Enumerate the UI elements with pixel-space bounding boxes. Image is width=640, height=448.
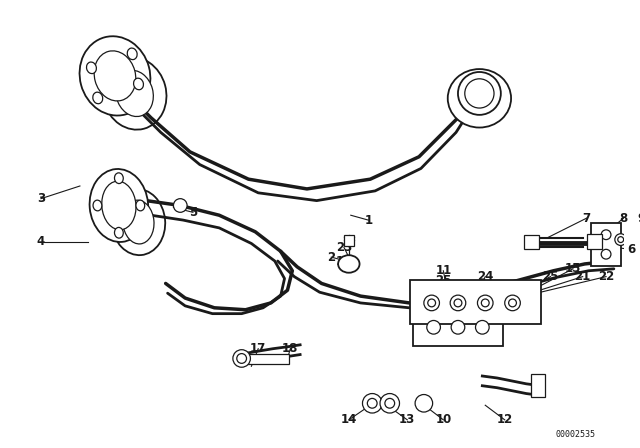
FancyBboxPatch shape bbox=[413, 309, 503, 346]
Ellipse shape bbox=[79, 36, 150, 116]
Text: 24: 24 bbox=[477, 270, 493, 283]
Text: 15: 15 bbox=[564, 263, 581, 276]
Circle shape bbox=[458, 72, 501, 115]
FancyBboxPatch shape bbox=[524, 235, 539, 250]
Circle shape bbox=[615, 234, 627, 246]
Circle shape bbox=[380, 393, 399, 413]
Circle shape bbox=[509, 299, 516, 307]
Circle shape bbox=[465, 79, 494, 108]
FancyBboxPatch shape bbox=[344, 235, 354, 246]
Text: 11: 11 bbox=[435, 264, 451, 277]
Ellipse shape bbox=[115, 228, 124, 238]
Ellipse shape bbox=[116, 70, 154, 116]
Circle shape bbox=[424, 295, 440, 311]
FancyBboxPatch shape bbox=[531, 374, 545, 397]
FancyBboxPatch shape bbox=[246, 353, 289, 364]
Text: 7: 7 bbox=[582, 211, 591, 224]
Ellipse shape bbox=[93, 200, 102, 211]
Circle shape bbox=[428, 299, 436, 307]
Text: 17: 17 bbox=[250, 342, 266, 355]
Ellipse shape bbox=[102, 181, 136, 230]
Text: 3: 3 bbox=[37, 192, 45, 205]
Ellipse shape bbox=[102, 57, 166, 129]
Ellipse shape bbox=[134, 78, 143, 90]
Circle shape bbox=[233, 350, 250, 367]
Text: 14: 14 bbox=[340, 414, 357, 426]
Circle shape bbox=[415, 395, 433, 412]
FancyBboxPatch shape bbox=[410, 280, 541, 324]
Text: 18: 18 bbox=[282, 342, 298, 355]
Ellipse shape bbox=[115, 173, 124, 184]
Ellipse shape bbox=[86, 62, 97, 73]
Text: 4: 4 bbox=[36, 235, 45, 248]
Text: 6: 6 bbox=[627, 243, 636, 256]
Circle shape bbox=[477, 295, 493, 311]
Ellipse shape bbox=[111, 189, 165, 255]
Ellipse shape bbox=[136, 200, 145, 211]
Text: 8: 8 bbox=[620, 211, 628, 224]
Circle shape bbox=[481, 299, 489, 307]
Circle shape bbox=[451, 320, 465, 334]
Circle shape bbox=[476, 320, 489, 334]
FancyBboxPatch shape bbox=[587, 234, 602, 250]
Text: 25: 25 bbox=[435, 274, 452, 287]
Text: 22: 22 bbox=[598, 270, 614, 283]
Circle shape bbox=[601, 250, 611, 259]
Text: 2: 2 bbox=[327, 250, 335, 263]
Ellipse shape bbox=[448, 69, 511, 128]
Circle shape bbox=[237, 353, 246, 363]
Ellipse shape bbox=[338, 255, 360, 273]
Text: 5: 5 bbox=[189, 206, 197, 219]
Text: 10: 10 bbox=[435, 414, 451, 426]
Text: 20: 20 bbox=[474, 289, 490, 302]
Ellipse shape bbox=[127, 48, 137, 60]
Circle shape bbox=[173, 198, 187, 212]
FancyBboxPatch shape bbox=[591, 223, 621, 266]
Text: 00002535: 00002535 bbox=[556, 430, 595, 439]
Text: 23: 23 bbox=[336, 241, 352, 254]
Text: 25: 25 bbox=[542, 270, 559, 283]
Circle shape bbox=[454, 299, 462, 307]
Text: 19: 19 bbox=[452, 289, 468, 302]
Ellipse shape bbox=[90, 169, 148, 242]
Text: 13: 13 bbox=[399, 414, 415, 426]
Circle shape bbox=[362, 393, 382, 413]
Text: 21: 21 bbox=[575, 270, 591, 283]
Ellipse shape bbox=[94, 51, 136, 101]
Circle shape bbox=[385, 398, 395, 408]
Circle shape bbox=[601, 230, 611, 240]
Ellipse shape bbox=[93, 92, 102, 104]
Circle shape bbox=[427, 320, 440, 334]
Text: 18: 18 bbox=[497, 289, 513, 302]
Text: 1: 1 bbox=[364, 214, 372, 227]
Circle shape bbox=[450, 295, 466, 311]
Ellipse shape bbox=[123, 200, 154, 244]
Text: 16: 16 bbox=[336, 254, 352, 267]
Circle shape bbox=[367, 398, 377, 408]
Circle shape bbox=[618, 237, 623, 242]
Circle shape bbox=[505, 295, 520, 311]
Text: 9: 9 bbox=[637, 211, 640, 224]
Text: 12: 12 bbox=[497, 414, 513, 426]
